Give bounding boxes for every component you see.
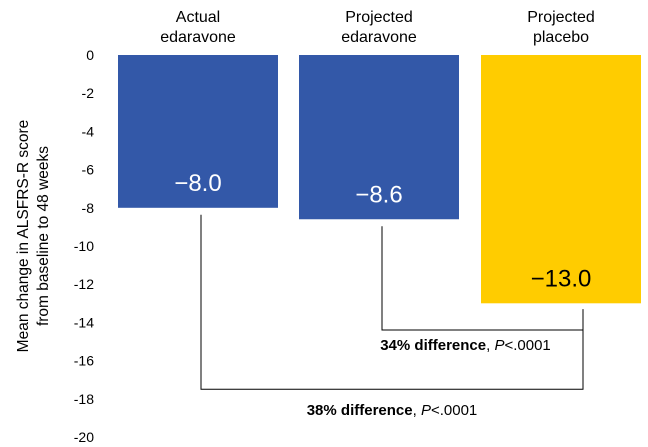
y-tick-label: -16	[74, 353, 94, 369]
y-tick-label: -18	[74, 391, 94, 407]
category-label: Projected placebo	[527, 9, 595, 46]
bar	[481, 55, 641, 304]
y-tick-label: -14	[74, 314, 94, 330]
bar	[299, 55, 459, 220]
y-axis: 0 -2 -4 -6 -8 -10 -12 -14 -16 -18 -20	[74, 47, 94, 445]
bar	[118, 55, 278, 208]
y-tick-label: -12	[74, 276, 94, 292]
comparison-brackets: 34% difference, P<.0001 38% difference, P…	[200, 214, 584, 419]
y-tick-label: -2	[82, 85, 95, 101]
y-tick-label: 0	[86, 47, 94, 63]
category-labels: Actual edaravone Projected edaravone Project…	[160, 9, 595, 46]
bar-data-label: −13.0	[531, 265, 592, 292]
y-tick-label: -20	[74, 429, 94, 445]
category-label: Actual edaravone	[160, 9, 236, 46]
y-tick-label: -4	[82, 123, 95, 139]
y-axis-title: Mean change in ALSFRS-R score from baseli…	[15, 120, 52, 353]
y-tick-label: -6	[82, 162, 95, 178]
bars: −8.0 −8.6 −13.0	[118, 55, 641, 304]
category-label: Projected edaravone	[341, 9, 417, 46]
comparison-label: 34% difference, P<.0001	[380, 337, 551, 354]
y-tick-label: -8	[82, 200, 95, 216]
y-tick-label: -10	[74, 238, 94, 254]
bar-data-label: −8.6	[355, 181, 402, 208]
comparison-bracket	[200, 214, 584, 390]
bar-data-label: −8.0	[174, 170, 221, 197]
comparison-label: 38% difference, P<.0001	[307, 402, 478, 419]
